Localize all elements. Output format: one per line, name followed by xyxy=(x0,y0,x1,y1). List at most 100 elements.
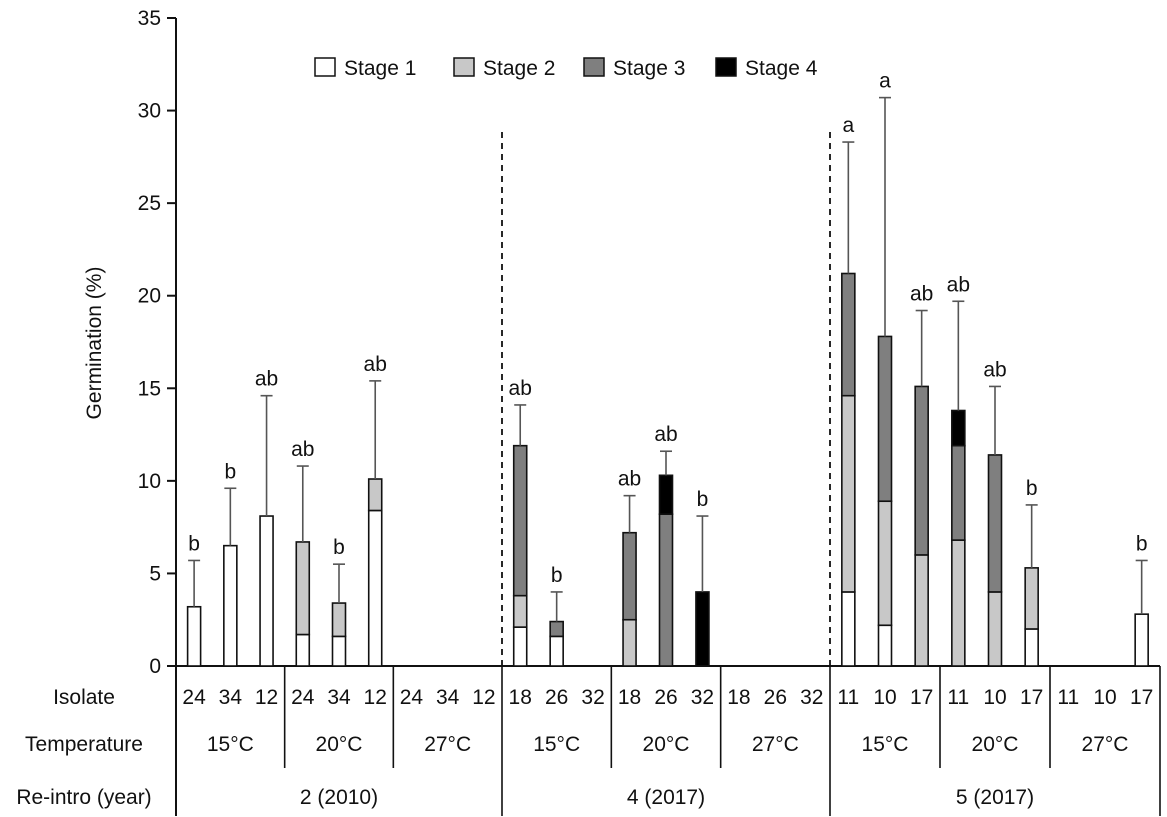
legend-label-stage-3: Stage 3 xyxy=(613,57,685,80)
bar-segment-stage-3 xyxy=(549,620,564,638)
bar-segment-stage-4 xyxy=(951,409,966,447)
temperature-label: 15°C xyxy=(533,733,580,756)
significance-letter: ab xyxy=(947,273,970,296)
significance-letter: b xyxy=(1136,532,1148,555)
reintro-label: 4 (2017) xyxy=(627,786,705,809)
bar-segment-stage-1 xyxy=(841,591,856,667)
isolate-label: 34 xyxy=(327,686,351,709)
bar-segment-stage-1 xyxy=(223,544,238,667)
isolate-label: 26 xyxy=(654,686,677,709)
isolate-label: 34 xyxy=(436,686,460,709)
significance-letter: b xyxy=(551,564,563,587)
bar-segment-stage-3 xyxy=(987,454,1003,593)
significance-letter: a xyxy=(879,70,891,93)
temperature-label: 27°C xyxy=(1082,733,1129,756)
y-tick-label: 0 xyxy=(149,655,161,678)
bar-segment-stage-2 xyxy=(914,554,929,667)
temperature-label: 15°C xyxy=(207,733,254,756)
isolate-label: 10 xyxy=(983,686,1006,709)
significance-letter: ab xyxy=(509,377,532,400)
row-label-temperature: Temperature xyxy=(25,733,143,756)
bar-segment-stage-3 xyxy=(622,531,637,621)
significance-letter: ab xyxy=(654,423,677,446)
significance-letter: a xyxy=(842,114,854,137)
bar-segment-stage-1 xyxy=(512,626,528,667)
y-tick-label: 30 xyxy=(138,100,161,123)
significance-letter: ab xyxy=(291,438,314,461)
y-tick-label: 35 xyxy=(138,7,161,30)
isolate-label: 17 xyxy=(1020,686,1043,709)
significance-letter: b xyxy=(188,532,200,555)
isolate-label: 26 xyxy=(545,686,568,709)
isolate-label: 18 xyxy=(727,686,750,709)
isolate-label: 26 xyxy=(764,686,787,709)
isolate-label: 24 xyxy=(182,686,206,709)
significance-letter: b xyxy=(1026,477,1038,500)
significance-letter: ab xyxy=(618,468,641,491)
bar-segment-stage-1 xyxy=(549,635,564,667)
bar-segment-stage-4 xyxy=(658,474,674,515)
significance-letter: b xyxy=(224,460,236,483)
bar-segment-stage-2 xyxy=(331,602,347,638)
legend-swatch-stage-3 xyxy=(583,57,605,77)
isolate-label: 12 xyxy=(364,686,387,709)
category-table: 24 34 12 15°C 24 34 12 20°C 24 34 12 27°C 2 (2010) 18… xyxy=(16,666,1161,816)
isolate-label: 11 xyxy=(947,686,969,709)
significance-letter: ab xyxy=(364,353,387,376)
legend-label-stage-1: Stage 1 xyxy=(344,57,416,80)
reintro-label: 5 (2017) xyxy=(956,786,1034,809)
bar-segment-stage-1 xyxy=(295,633,311,667)
y-tick-label: 25 xyxy=(138,192,161,215)
bar-segment-stage-2 xyxy=(622,618,637,667)
bar-segment-stage-2 xyxy=(367,478,383,512)
bar-segment-stage-1 xyxy=(1134,613,1149,667)
legend-swatch-stage-1 xyxy=(314,57,336,77)
significance-letter: b xyxy=(697,488,709,511)
legend-swatch-stage-4 xyxy=(715,57,737,77)
significance-letter: ab xyxy=(255,368,278,391)
bar-segment-stage-1 xyxy=(367,509,383,667)
isolate-label: 18 xyxy=(618,686,641,709)
y-tick-label: 15 xyxy=(138,377,161,400)
isolate-label: 24 xyxy=(400,686,424,709)
temperature-label: 20°C xyxy=(972,733,1019,756)
isolate-label: 17 xyxy=(1130,686,1153,709)
row-label-reintro: Re-intro (year) xyxy=(16,786,151,809)
temperature-label: 20°C xyxy=(316,733,363,756)
bar-segment-stage-3 xyxy=(877,335,893,503)
isolate-label: 11 xyxy=(837,686,859,709)
significance-letter: b xyxy=(333,536,345,559)
y-tick-label: 5 xyxy=(149,562,161,585)
y-tick-label: 20 xyxy=(138,285,161,308)
bar-segment-stage-2 xyxy=(987,591,1003,667)
isolate-label: 34 xyxy=(219,686,243,709)
isolate-label: 24 xyxy=(291,686,315,709)
temperature-label: 15°C xyxy=(862,733,909,756)
y-tick-label: 10 xyxy=(138,470,161,493)
bar-segment-stage-1 xyxy=(1024,628,1039,667)
bar-segment-stage-3 xyxy=(512,444,528,597)
bar-segment-stage-2 xyxy=(295,541,311,636)
significance-letter: ab xyxy=(910,283,933,306)
bar-segment-stage-3 xyxy=(841,272,856,397)
bar-segment-stage-1 xyxy=(877,624,893,667)
isolate-label: 10 xyxy=(873,686,896,709)
temperature-label: 27°C xyxy=(752,733,799,756)
bar-segment-stage-3 xyxy=(658,513,674,667)
bar-segment-stage-2 xyxy=(841,394,856,593)
bar-segment-stage-1 xyxy=(186,605,202,667)
bar-segment-stage-2 xyxy=(1024,567,1039,630)
isolate-label: 12 xyxy=(472,686,495,709)
legend-swatch-stage-2 xyxy=(453,57,475,77)
bar-segment-stage-2 xyxy=(951,539,966,667)
bar-segment-stage-2 xyxy=(512,594,528,628)
legend-label-stage-2: Stage 2 xyxy=(483,57,555,80)
bar-segment-stage-1 xyxy=(259,515,274,667)
temperature-label: 20°C xyxy=(643,733,690,756)
isolate-label: 11 xyxy=(1057,686,1079,709)
reintro-label: 2 (2010) xyxy=(300,786,378,809)
temperature-label: 27°C xyxy=(424,733,471,756)
isolate-label: 32 xyxy=(691,686,714,709)
significance-letter: ab xyxy=(983,358,1006,381)
